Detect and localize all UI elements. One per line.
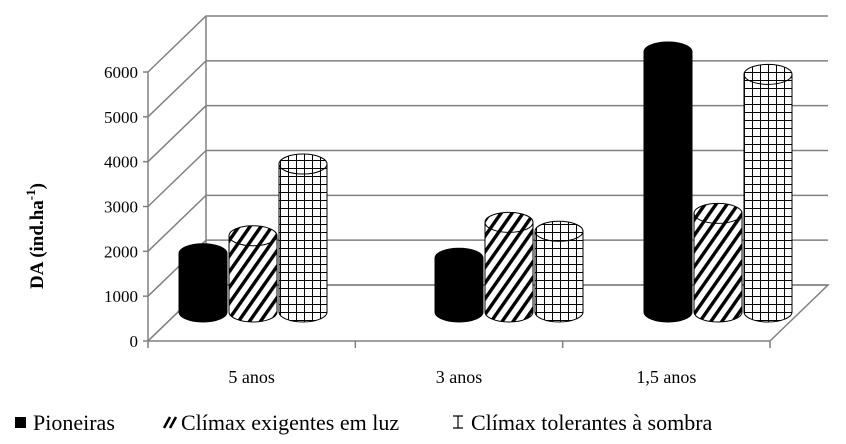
legend-item: Clímax exigentes em luz: [162, 410, 399, 435]
y-tick-label: 4000: [104, 153, 138, 172]
gridline: [147, 104, 828, 163]
bars: [178, 41, 793, 323]
bar: [278, 163, 328, 323]
bar: [228, 235, 278, 323]
bar: [643, 51, 693, 323]
bar-group: [643, 41, 793, 323]
legend-swatch: [453, 415, 463, 429]
bar-top: [434, 247, 484, 269]
y-tick-labels: 0 1000 2000 3000 4000 5000 6000: [104, 63, 138, 351]
legend-swatch: [15, 417, 26, 428]
bar-top: [178, 243, 228, 265]
bar: [693, 212, 743, 323]
y-tick-label: 6000: [104, 63, 138, 82]
bar-top: [228, 225, 278, 247]
bar-top: [743, 63, 793, 85]
y-tick-label: 3000: [104, 198, 138, 217]
bar-group: [178, 153, 328, 323]
legend-label: Clímax tolerantes à sombra: [471, 410, 713, 435]
y-axis-label-main: DA (ind.ha: [27, 200, 48, 289]
bar: [743, 73, 793, 323]
axes: [143, 16, 771, 348]
y-tick-label: 1000: [104, 287, 138, 306]
category-label: 3 anos: [436, 367, 483, 387]
category-label: 1,5 anos: [636, 367, 696, 387]
bar: [534, 230, 584, 323]
bar-top: [484, 211, 534, 233]
legend-label: Clímax exigentes em luz: [181, 410, 399, 435]
bar-top: [534, 220, 584, 242]
bar: [178, 253, 228, 323]
bar-top: [693, 202, 743, 224]
gridline: [147, 149, 828, 208]
category-label: 5 anos: [228, 367, 275, 387]
legend-swatch: [162, 416, 178, 429]
y-tick-label: 5000: [104, 108, 138, 127]
bar-top: [278, 153, 328, 175]
bar-group: [434, 211, 584, 323]
bar-top: [643, 41, 693, 63]
legend-label: Pioneiras: [33, 410, 115, 435]
gridline: [147, 15, 828, 73]
gridline: [147, 60, 828, 118]
legend-item: Pioneiras: [15, 410, 115, 435]
bar: [484, 221, 534, 323]
y-axis-label-close: ): [27, 183, 48, 189]
category-labels: 5 anos 3 anos 1,5 anos: [228, 367, 696, 387]
legend-item: Clímax tolerantes à sombra: [453, 410, 713, 435]
y-axis-label-superscript: -1: [23, 189, 38, 200]
legend: Pioneiras Clímax exigentes em luz Clímax t…: [15, 410, 713, 435]
y-tick-label: 2000: [104, 242, 138, 261]
bar: [434, 257, 484, 323]
y-tick-label: 0: [130, 332, 139, 351]
y-axis-label: DA (ind.ha-1): [23, 183, 48, 289]
